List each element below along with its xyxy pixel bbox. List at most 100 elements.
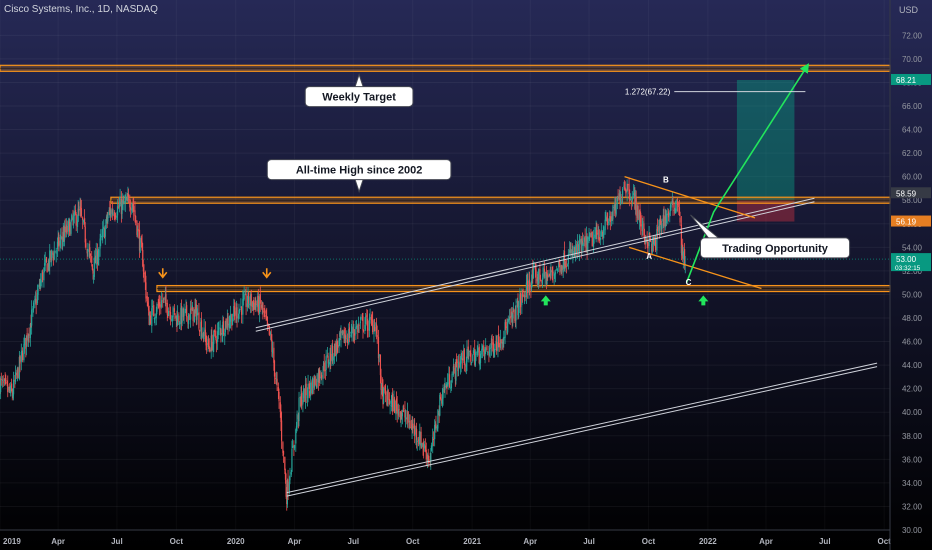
candle-body: [461, 356, 463, 358]
candle-body: [426, 454, 429, 462]
candle-body: [248, 292, 250, 304]
candle-body: [334, 343, 336, 357]
candle-body: [379, 354, 382, 376]
candle-body: [178, 322, 181, 325]
candle-body: [189, 308, 192, 320]
candle-body: [603, 229, 605, 236]
candle-body: [289, 475, 291, 481]
candle-body: [29, 323, 31, 339]
candle-body: [457, 362, 460, 370]
candle-body: [665, 214, 668, 223]
candle-body: [249, 294, 252, 306]
candle-body: [602, 233, 604, 238]
candle-body: [493, 352, 495, 356]
candle-body: [194, 307, 196, 309]
candle-body: [635, 196, 637, 216]
candle-body: [508, 317, 511, 321]
candle-body: [185, 306, 187, 308]
candle-body: [533, 267, 535, 269]
candle-body: [479, 362, 481, 366]
candle-body: [97, 256, 99, 263]
candle-body: [36, 293, 39, 304]
candle-body: [55, 250, 57, 254]
candle-body: [481, 348, 483, 355]
candle-body: [77, 208, 79, 222]
candle-body: [509, 316, 511, 319]
candle-body: [135, 215, 137, 223]
candle-body: [544, 271, 546, 279]
arrow-down-icon: [158, 268, 168, 279]
candle-body: [588, 235, 590, 240]
candle-body: [211, 335, 213, 351]
candle-body: [298, 397, 300, 422]
y-tick-label: 34.00: [902, 479, 923, 488]
candle-body: [89, 253, 92, 256]
candle-body: [314, 376, 316, 385]
candle-body: [515, 304, 517, 321]
candle-body: [11, 383, 13, 391]
candle-body: [623, 187, 626, 189]
candle-body: [622, 188, 624, 196]
candle-body: [633, 193, 635, 195]
candle-body: [452, 366, 454, 375]
candle-body: [262, 302, 264, 312]
callouts[interactable]: Weekly Target All-time High since 2002 Tra…: [266, 72, 851, 259]
candle-body: [558, 262, 560, 268]
candle-body: [625, 189, 627, 194]
candle-body: [111, 209, 113, 214]
candle-body: [270, 334, 272, 340]
candle-body: [42, 272, 44, 281]
candle-body: [565, 266, 568, 267]
candle-body: [320, 376, 322, 379]
candle-body: [235, 307, 237, 315]
candle-body: [280, 412, 282, 422]
candle-body: [427, 454, 429, 460]
candle-body: [359, 321, 361, 324]
candle-body: [649, 233, 651, 238]
candle-body: [667, 213, 669, 216]
candle-body: [302, 400, 304, 405]
candle-body: [684, 249, 686, 266]
candle-body: [586, 237, 588, 253]
candle-body: [221, 332, 223, 336]
candle-body: [601, 232, 604, 237]
candle-body: [357, 324, 360, 331]
candle-body: [486, 346, 488, 351]
candle-body: [443, 387, 445, 393]
candle-body: [5, 378, 7, 382]
candle-body: [678, 207, 681, 216]
candle-body: [388, 399, 391, 405]
candle-body: [448, 374, 451, 388]
y-tick-label: 42.00: [902, 385, 923, 394]
candle-body: [382, 386, 384, 405]
candle-body: [180, 307, 182, 325]
candle-body: [16, 372, 18, 376]
x-tick-label: Apr: [288, 537, 302, 546]
candle-body: [348, 329, 350, 344]
y-tick-label: 44.00: [902, 361, 923, 370]
candle-body: [182, 308, 185, 317]
candle-body: [293, 444, 295, 448]
candle-body: [513, 309, 515, 314]
candle-body: [541, 277, 544, 285]
candle-body: [125, 197, 127, 201]
candle-body: [432, 436, 434, 447]
candle-body: [401, 412, 403, 417]
candle-body: [349, 335, 351, 336]
candle-body: [654, 238, 657, 251]
candle-body: [64, 226, 66, 233]
candle-body: [598, 237, 600, 241]
candle-body: [498, 342, 500, 348]
candle-body: [434, 424, 436, 440]
candle-body: [118, 205, 121, 207]
candle-body: [96, 250, 99, 264]
trendlines[interactable]: 1.272(67.22): [255, 63, 878, 497]
x-tick-label: Jul: [583, 537, 595, 546]
x-tick-label: 2022: [699, 537, 717, 546]
candle-body: [226, 318, 228, 329]
candle-body: [676, 199, 678, 212]
candle-body: [282, 442, 284, 453]
candle-body: [526, 281, 528, 283]
